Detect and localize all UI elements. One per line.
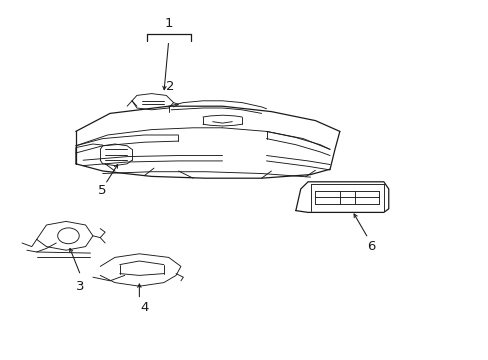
Text: 6: 6 <box>366 240 375 253</box>
Text: 3: 3 <box>76 280 85 293</box>
Text: 4: 4 <box>140 301 148 314</box>
Text: 2: 2 <box>165 80 174 93</box>
Text: 1: 1 <box>164 17 173 30</box>
Text: 5: 5 <box>97 184 106 197</box>
